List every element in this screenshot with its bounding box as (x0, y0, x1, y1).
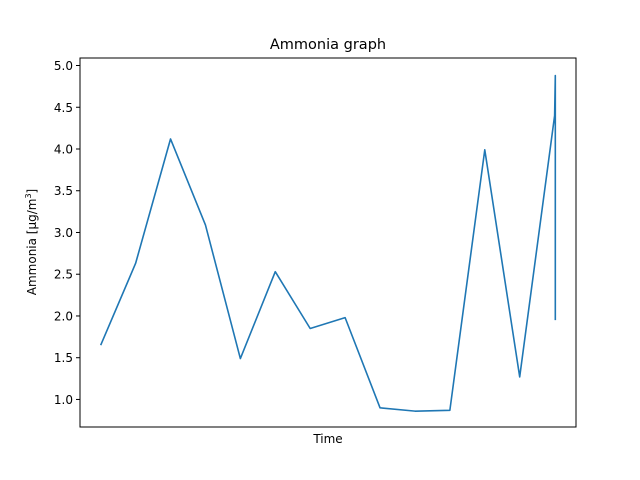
y-tick-label: 4.0 (54, 142, 73, 156)
ammonia-series-line (99, 74, 557, 412)
y-tick-label: 4.5 (54, 101, 73, 115)
y-tick-label: 3.5 (54, 184, 73, 198)
y-tick-label: 5.0 (54, 59, 73, 73)
y-axis-ticks: 1.0 1.5 2.0 2.5 3.0 3.5 4.0 4.5 5.0 (54, 59, 80, 407)
y-axis-label-end: ] (25, 189, 39, 194)
y-tick-label: 2.5 (54, 268, 73, 282)
y-tick-label: 1.5 (54, 351, 73, 365)
y-tick-label: 2.0 (54, 309, 73, 323)
line-series (99, 74, 557, 412)
y-axis-label-superscript: 3 (24, 193, 33, 198)
y-tick-label: 3.0 (54, 226, 73, 240)
x-axis-label: Time (312, 432, 342, 446)
y-axis-label: Ammonia [µg/m3] (24, 189, 39, 295)
y-axis-label-main: Ammonia [µg/m (25, 199, 39, 296)
y-tick-label: 1.0 (54, 393, 73, 407)
plot-frame (79, 57, 577, 428)
chart-title: Ammonia graph (270, 37, 386, 53)
